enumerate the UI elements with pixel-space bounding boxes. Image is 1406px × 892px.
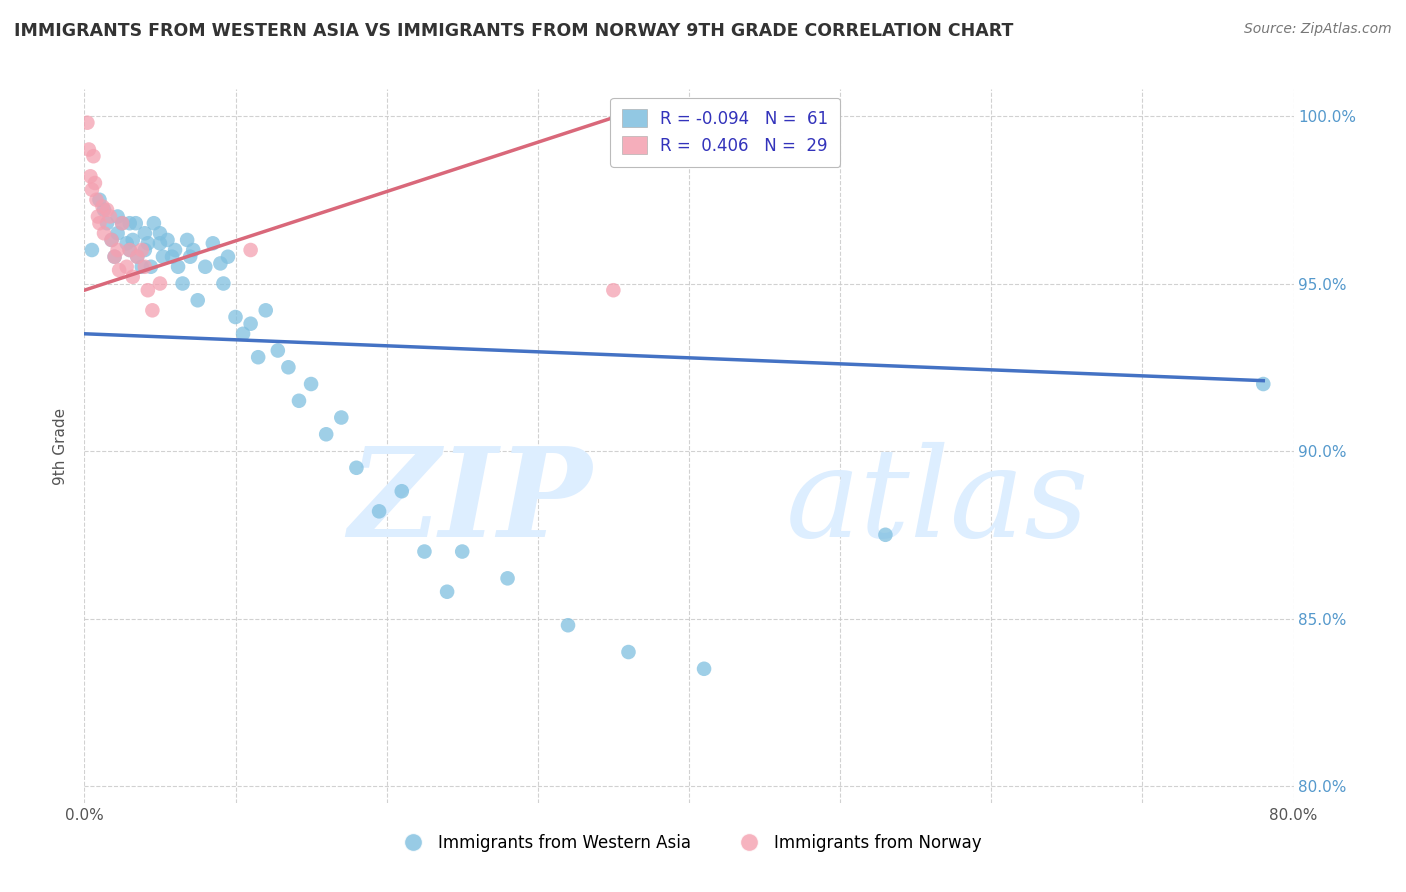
Point [167, 260, 190, 274]
Point [93, 227, 115, 241]
Point [134, 243, 156, 257]
Point [391, 484, 413, 499]
Point [496, 571, 519, 585]
Point [346, 460, 368, 475]
Point [176, 233, 198, 247]
Point [149, 277, 172, 291]
Point [118, 243, 141, 257]
Point [209, 256, 232, 270]
Text: IMMIGRANTS FROM WESTERN ASIA VS IMMIGRANTS FROM NORWAY 9TH GRADE CORRELATION CHA: IMMIGRANTS FROM WESTERN ASIA VS IMMIGRAN… [14, 22, 1014, 40]
Point [127, 250, 149, 264]
Point [104, 250, 127, 264]
Point [436, 584, 458, 599]
Point [142, 216, 165, 230]
Point [181, 243, 204, 257]
Point [89, 216, 111, 230]
Point [108, 263, 131, 277]
Point [89, 193, 111, 207]
Point [115, 260, 138, 274]
Point [217, 250, 239, 264]
Point [149, 236, 172, 251]
Point [239, 317, 262, 331]
Point [299, 377, 322, 392]
Point [96, 216, 118, 230]
Point [118, 216, 141, 230]
Point [602, 283, 624, 297]
Point [80, 243, 103, 257]
Point [121, 269, 143, 284]
Point [247, 350, 270, 364]
Point [413, 544, 436, 558]
Text: ZIP: ZIP [349, 442, 592, 564]
Point [277, 360, 299, 375]
Point [107, 243, 129, 257]
Point [254, 303, 277, 318]
Point [875, 528, 897, 542]
Point [121, 233, 143, 247]
Point [201, 236, 224, 251]
Point [80, 183, 103, 197]
Legend: Immigrants from Western Asia, Immigrants from Norway: Immigrants from Western Asia, Immigrants… [389, 828, 988, 859]
Point [82, 149, 104, 163]
Point [84, 176, 107, 190]
Point [165, 243, 187, 257]
Point [172, 277, 194, 291]
Text: Source: ZipAtlas.com: Source: ZipAtlas.com [1244, 22, 1392, 37]
Point [86, 193, 108, 207]
Point [125, 216, 148, 230]
Point [76, 116, 98, 130]
Point [136, 236, 159, 251]
Point [134, 227, 156, 241]
Point [149, 227, 172, 241]
Point [239, 243, 262, 257]
Point [100, 233, 122, 247]
Point [225, 310, 247, 324]
Point [115, 236, 138, 251]
Point [87, 210, 110, 224]
Point [107, 227, 129, 241]
Point [212, 277, 235, 291]
Point [111, 216, 134, 230]
Point [127, 250, 149, 264]
Point [104, 250, 127, 264]
Point [93, 202, 115, 217]
Point [232, 326, 254, 341]
Point [693, 662, 716, 676]
Point [91, 199, 114, 213]
Point [1253, 377, 1275, 392]
Point [315, 427, 337, 442]
Point [451, 544, 474, 558]
Point [100, 233, 122, 247]
Point [141, 303, 163, 318]
Y-axis label: 9th Grade: 9th Grade [53, 408, 69, 484]
Point [194, 260, 217, 274]
Point [288, 393, 311, 408]
Point [152, 250, 174, 264]
Point [156, 233, 179, 247]
Point [617, 645, 640, 659]
Point [96, 202, 118, 217]
Point [107, 210, 129, 224]
Point [79, 169, 101, 184]
Point [267, 343, 290, 358]
Point [131, 260, 153, 274]
Point [131, 243, 153, 257]
Point [330, 410, 353, 425]
Point [98, 210, 121, 224]
Point [77, 143, 100, 157]
Point [136, 283, 159, 297]
Point [111, 216, 134, 230]
Text: atlas: atlas [786, 442, 1090, 564]
Point [139, 260, 162, 274]
Point [160, 250, 183, 264]
Point [368, 504, 391, 518]
Point [118, 243, 141, 257]
Point [187, 293, 209, 308]
Point [557, 618, 579, 632]
Point [179, 250, 201, 264]
Point [134, 260, 156, 274]
